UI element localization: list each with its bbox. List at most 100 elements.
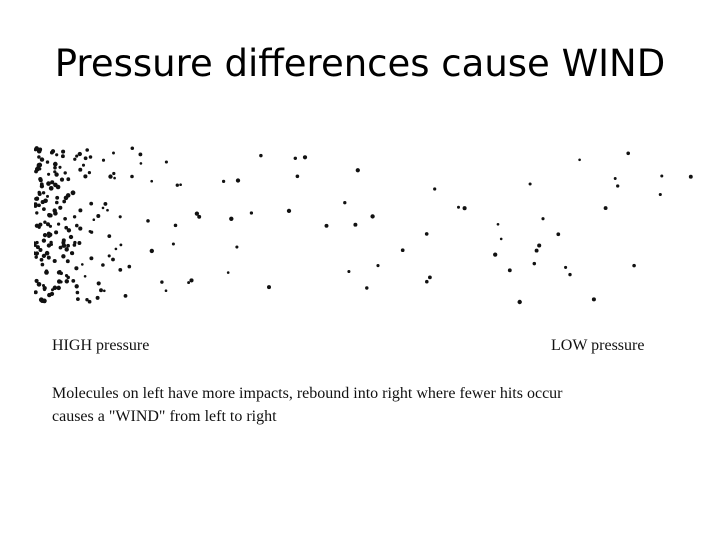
molecule-dot [107,254,111,258]
molecule-dot [112,171,116,176]
molecule-dot [77,241,82,245]
molecule-dot [87,170,92,175]
molecule-dot [235,245,239,249]
molecule-dot [259,153,263,158]
molecule-dot [56,279,62,284]
molecule-dot [53,170,57,174]
molecule-dot [114,247,118,251]
molecule-dot [38,222,43,227]
molecule-dot [102,289,106,293]
molecule-dot [69,251,74,255]
molecule-dot [35,245,40,250]
molecule-dot [40,299,45,303]
molecule-dot [112,151,115,155]
molecule-dot [43,198,48,204]
molecule-dot [457,205,460,209]
molecule-dot [462,206,467,211]
molecule-dot [626,151,631,156]
molecule-dot [324,223,329,228]
molecule-dot [35,240,39,245]
molecule-dot [34,290,38,295]
molecule-dot [75,154,79,158]
molecule-dot [113,176,116,180]
molecule-dot [53,165,57,170]
molecule-dot [49,291,55,297]
molecule-dot [293,156,298,161]
molecule-dot [36,281,42,287]
molecule-dot [660,174,664,178]
molecule-dot [556,232,561,237]
molecule-dot [89,230,94,234]
molecule-dot [603,206,608,211]
molecule-dot [54,230,59,235]
molecule-dot [353,222,358,227]
molecule-dot [118,268,123,272]
molecule-dot [83,174,88,179]
molecule-dot [37,192,42,196]
molecule-dot [34,252,39,256]
molecule-dot [64,225,69,230]
molecule-dot [61,238,66,243]
molecule-dot [89,256,94,261]
molecule-dot [537,243,542,248]
molecule-dot [425,279,429,284]
molecule-dot [267,285,271,290]
molecule-dot [50,180,55,185]
molecule-dot [528,182,532,186]
molecule-dot [428,275,432,280]
molecule-dot [65,193,71,198]
molecule-dot [73,157,77,161]
molecule-dot [46,194,49,198]
molecule-dot [370,214,375,219]
molecule-dot [89,201,94,206]
molecule-dot [48,185,54,191]
molecule-dot [56,285,61,291]
molecule-dot [88,155,93,159]
molecule-dot [534,248,539,253]
molecule-dot [62,199,67,204]
molecule-dot [47,212,51,217]
molecule-dot [55,153,59,157]
molecule-dot [59,177,65,182]
molecule-dot [541,217,545,221]
molecule-dot [66,275,70,280]
molecule-dot [532,261,537,266]
caption-line-2: causes a "WIND" from left to right [52,408,277,425]
molecule-dot [34,197,38,201]
molecule-dot [197,214,202,219]
low-pressure-label: LOW pressure [551,337,645,354]
caption-line-1: Molecules on left have more impacts, reb… [52,385,563,402]
molecule-dot [43,220,47,224]
molecule-dot [34,243,37,248]
molecule-dot [92,218,96,221]
molecule-dot [499,237,503,241]
molecule-dot [49,240,53,245]
molecule-dot [376,264,380,268]
molecule-dot [75,290,80,295]
molecule-dot [164,289,168,293]
molecule-dot [39,182,44,187]
molecule-dot [47,232,53,238]
molecule-dot [61,149,66,154]
molecule-dot [42,285,47,291]
molecule-dot [54,172,59,177]
molecule-dot [286,208,292,214]
molecule-dot [52,258,57,264]
molecule-dot [71,279,76,283]
molecule-dot [591,297,596,302]
molecule-dot [66,228,72,233]
molecule-dot [37,203,41,208]
molecule-dot [616,184,620,188]
molecule-dot [493,252,498,257]
molecule-dot [221,179,226,184]
molecule-dot [46,243,52,248]
molecule-dot [58,245,63,250]
molecule-dot [41,238,47,243]
molecule-dot [99,288,103,293]
molecule-dot [54,200,59,205]
molecule-dot [83,274,87,278]
molecule-dot [107,234,112,238]
molecule-dot [58,165,62,169]
molecule-dot [40,262,45,267]
molecule-dot [175,183,179,187]
